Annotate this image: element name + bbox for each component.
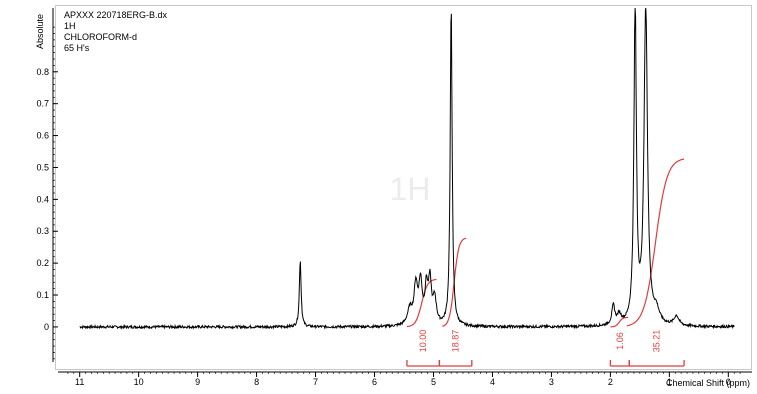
- x-tick-label: 4: [490, 377, 495, 387]
- x-tick-label: 0: [726, 377, 731, 387]
- x-tick-label: 11: [75, 377, 84, 387]
- x-tick-label: 10: [134, 377, 144, 387]
- y-tick-label: 0.5: [36, 162, 49, 172]
- integral-value-label: 18.87: [451, 330, 461, 353]
- plot-border: [55, 5, 752, 370]
- spectrum-nucleus: 1H: [64, 21, 76, 31]
- x-tick-label: 6: [372, 377, 377, 387]
- spectrum-info: APXXX 220718ERG-B.dx 1H CHLOROFORM-d 65 …: [64, 10, 167, 54]
- integral-curve: [626, 158, 685, 327]
- integral-value-label: 1.06: [615, 332, 625, 350]
- x-tick-label: 1: [667, 377, 672, 387]
- integral-value-label: 10.00: [418, 330, 428, 353]
- x-tick-label: 9: [195, 377, 200, 387]
- x-tick-label: 7: [313, 377, 318, 387]
- x-tick-label: 5: [431, 377, 436, 387]
- spectrum-trace: [79, 7, 735, 330]
- y-tick-label: 0.2: [36, 258, 49, 268]
- y-tick-label: 0.4: [36, 194, 49, 204]
- nucleus-watermark: 1H: [390, 171, 431, 207]
- x-axis-label: Chemical Shift (ppm): [666, 378, 750, 388]
- x-tick-label: 2: [608, 377, 613, 387]
- spectrum-solvent: CHLOROFORM-d: [64, 32, 138, 42]
- integral-curve: [610, 316, 629, 328]
- integral-curve: [406, 278, 437, 328]
- y-tick-label: 0: [44, 322, 49, 332]
- y-tick-label: 0.6: [36, 131, 49, 141]
- y-tick-label: 0.7: [36, 99, 49, 109]
- x-tick-label: 3: [549, 377, 554, 387]
- x-tick-label: 8: [254, 377, 259, 387]
- y-tick-label: 0.1: [36, 290, 49, 300]
- spectrum-proton-count: 65 H's: [64, 43, 90, 53]
- spectrum-filename: APXXX 220718ERG-B.dx: [64, 10, 168, 20]
- y-tick-label: 0.8: [36, 67, 49, 77]
- y-tick-label: 0.3: [36, 226, 49, 236]
- integral-value-label: 35.21: [652, 330, 662, 353]
- y-axis-label: Absolute: [35, 14, 45, 49]
